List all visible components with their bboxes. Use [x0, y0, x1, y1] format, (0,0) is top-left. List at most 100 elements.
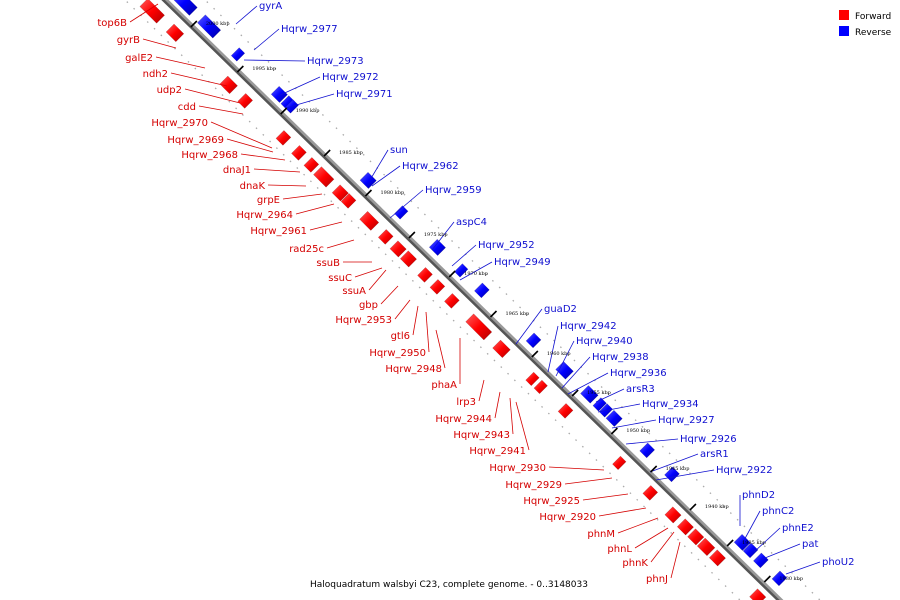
leader-hqrw-2959	[389, 189, 424, 219]
gene-label-hqrw-2959: Hqrw_2959	[425, 185, 482, 196]
reverse-gene-block-3	[230, 47, 246, 62]
legend-reverse-label: Reverse	[855, 28, 892, 38]
forward-gene-block-12	[377, 229, 394, 245]
reverse-gene-block-10	[454, 263, 469, 278]
gene-label-gyra: gyrA	[259, 1, 282, 12]
leader-hqrw-2922	[655, 469, 715, 481]
forward-gene-block-7	[303, 157, 320, 173]
leader-gyra	[235, 5, 258, 25]
leader-ndh2	[170, 72, 228, 87]
gene-label-aspc4: aspC4	[456, 217, 487, 228]
gene-label-guad2: guaD2	[544, 304, 577, 315]
label-leaders	[129, 3, 821, 579]
leader-grpe	[282, 193, 323, 200]
forward-track	[124, 0, 741, 600]
forward-gene-block-23	[612, 455, 627, 471]
leader-hqrw-2973	[243, 59, 306, 62]
gene-label-hqrw-2934: Hqrw_2934	[642, 399, 699, 410]
tick-label: 1935 kbp	[742, 540, 766, 546]
tick-label: 1990 kbp	[296, 108, 320, 114]
leader-gbp	[380, 285, 399, 305]
leader-hqrw-2925	[582, 493, 629, 501]
leader-hqrw-2934	[597, 403, 641, 413]
forward-gene-block-22	[557, 403, 574, 419]
gene-label-hqrw-2944: Hqrw_2944	[435, 414, 492, 425]
leader-hqrw-2948	[435, 329, 446, 369]
gene-label-arsr1: arsR1	[700, 449, 729, 460]
gene-label-dnak: dnaK	[240, 181, 266, 192]
leader-hqrw-2971	[285, 93, 335, 109]
leader-hqrw-2953	[394, 299, 411, 320]
gene-label-hqrw-2936: Hqrw_2936	[610, 368, 667, 379]
leader-dnak	[267, 184, 307, 187]
reverse-gene-block-20	[733, 533, 751, 551]
reverse-gene-block-2	[197, 14, 222, 39]
leader-hqrw-2961	[309, 221, 343, 231]
reverse-gene-block-12	[525, 332, 542, 349]
tick-mark	[650, 465, 658, 473]
leader-phnl	[634, 527, 669, 549]
gene-label-hqrw-2952: Hqrw_2952	[478, 240, 535, 251]
gene-label-hqrw-2953: Hqrw_2953	[335, 315, 392, 326]
reverse-gene-block-4	[270, 85, 288, 103]
gene-label-cdd: cdd	[178, 102, 196, 113]
gene-label-grpe: grpE	[257, 195, 280, 206]
leader-hqrw-2927	[611, 419, 657, 429]
leader-phnj	[670, 541, 681, 579]
tick-mark	[689, 503, 697, 511]
gene-label-phne2: phnE2	[782, 523, 814, 534]
leader-hqrw-2952	[451, 244, 477, 267]
forward-gene-block-15	[417, 267, 433, 283]
leader-phnm	[617, 517, 659, 534]
tick-mark	[489, 310, 498, 318]
gene-label-ssuc: ssuC	[328, 273, 352, 284]
gene-label-gtl6: gtl6	[391, 331, 410, 342]
tick-mark	[610, 427, 618, 435]
gene-label-phnk: phnK	[622, 558, 648, 569]
reverse-gene-block-14	[580, 385, 599, 404]
gene-label-udp2: udp2	[157, 85, 182, 96]
tick-label: 1945 kbp	[666, 466, 690, 472]
leader-hqrw-2969	[226, 138, 274, 153]
leader-hqrw-2972	[277, 76, 321, 97]
legend: Forward Reverse	[839, 10, 892, 38]
tick-mark	[448, 270, 456, 278]
forward-gene-block-1	[139, 0, 165, 24]
leader-hqrw-2926	[625, 438, 679, 445]
forward-gene-block-11	[359, 210, 380, 231]
reverse-gene-block-1	[173, 0, 198, 16]
tick-label: 1970 kbp	[464, 271, 488, 277]
reverse-gene-block-18	[639, 442, 656, 459]
backbone-line	[161, 0, 780, 600]
gene-label-gale2: galE2	[125, 53, 153, 64]
reverse-gene-block-21	[742, 542, 759, 559]
gene-label-hqrw-2973: Hqrw_2973	[307, 56, 364, 67]
reverse-gene-block-7	[359, 171, 377, 189]
legend-forward-swatch	[839, 10, 849, 20]
gene-label-rad25c: rad25c	[289, 244, 324, 255]
leader-top6b	[129, 3, 159, 23]
gene-label-ssub: ssuB	[316, 258, 340, 269]
leader-phnk	[650, 531, 675, 563]
reverse-gene-block-11	[474, 282, 490, 299]
reverse-gene-block-17	[605, 409, 623, 427]
forward-gene-block-18	[465, 313, 493, 341]
leader-hqrw-2949	[459, 261, 493, 281]
gene-label-gyrb: gyrB	[117, 35, 140, 46]
leader-hqrw-2941	[515, 401, 530, 451]
leader-gale2	[155, 56, 206, 69]
gene-label-pat: pat	[802, 539, 818, 550]
forward-gene-block-24	[642, 485, 659, 501]
leader-ssua	[368, 269, 387, 291]
forward-gene-block-9	[331, 184, 349, 202]
tick-mark	[408, 231, 416, 239]
leader-hqrw-2950	[425, 311, 430, 353]
gene-label-hqrw-2927: Hqrw_2927	[658, 415, 715, 426]
gene-label-phnm: phnM	[587, 529, 615, 540]
forward-gene-block-16	[429, 279, 446, 295]
forward-gene-block-5	[275, 130, 292, 146]
forward-gene-block-10	[340, 193, 357, 209]
tick-mark	[364, 189, 373, 197]
reverse-gene-block-9	[428, 238, 446, 256]
